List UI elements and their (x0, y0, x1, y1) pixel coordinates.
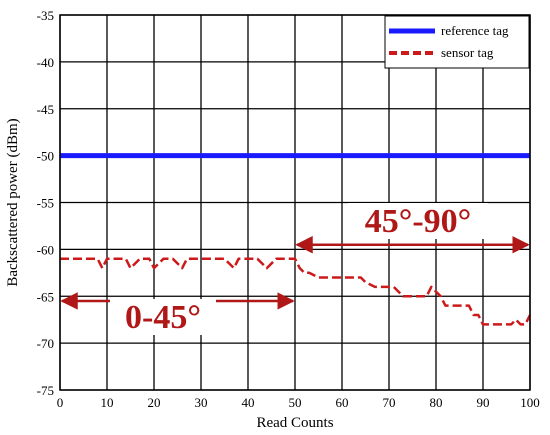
x-tick-labels: 0 10 20 30 40 50 60 70 80 90 100 (57, 395, 540, 410)
y-tick-label: -65 (37, 289, 54, 304)
x-tick-label: 40 (242, 395, 255, 410)
y-tick-label: -40 (37, 55, 54, 70)
y-axis-label: Backscattered power (dBm) (5, 118, 21, 286)
y-tick-label: -75 (37, 383, 54, 398)
y-tick-label: -50 (37, 149, 54, 164)
y-tick-label: -35 (37, 8, 54, 23)
x-tick-label: 20 (148, 395, 161, 410)
legend: reference tag sensor tag (384, 15, 530, 69)
y-tick-label: -55 (37, 196, 54, 211)
x-tick-label: 50 (289, 395, 302, 410)
x-tick-label: 60 (336, 395, 349, 410)
annotations: 0-45° 45°-90° (60, 203, 530, 336)
series-line-sensor-tag (60, 257, 532, 326)
annotation-0-45: 0-45° (125, 299, 201, 336)
y-tick-label: -70 (37, 336, 54, 351)
annotation-background (110, 299, 216, 335)
x-tick-label: 0 (57, 395, 64, 410)
plot-series (60, 153, 532, 326)
x-tick-label: 80 (430, 395, 443, 410)
y-tick-labels: -35 -40 -45 -50 -55 -60 -65 -70 -75 (37, 8, 54, 398)
x-tick-label: 100 (520, 395, 540, 410)
x-tick-label: 10 (101, 395, 114, 410)
x-tick-label: 30 (195, 395, 208, 410)
x-tick-label: 90 (477, 395, 490, 410)
x-axis-label: Read Counts (256, 415, 333, 431)
plot-frame (59, 14, 531, 391)
y-tick-label: -45 (37, 102, 54, 117)
legend-label-reference-tag: reference tag (441, 23, 509, 38)
legend-label-sensor-tag: sensor tag (441, 45, 494, 60)
annotation-45-90: 45°-90° (365, 203, 472, 240)
annotation-background (348, 203, 488, 239)
x-tick-label: 70 (383, 395, 396, 410)
legend-box (384, 15, 530, 69)
y-tick-label: -60 (37, 242, 54, 257)
